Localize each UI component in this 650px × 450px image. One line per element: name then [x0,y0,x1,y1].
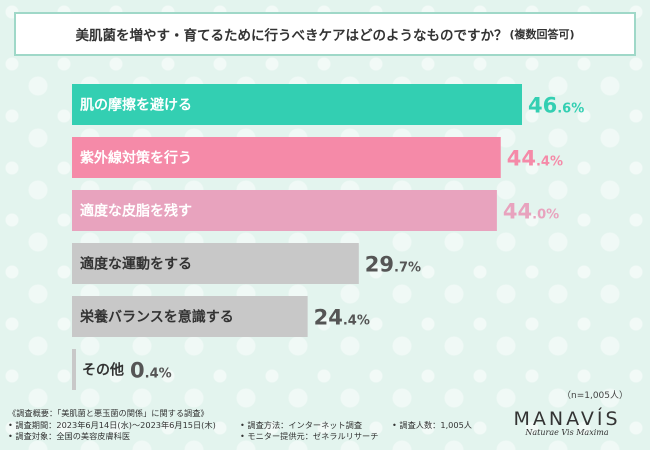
title-note: (複数回答可) [509,28,575,41]
bar-label-3: 適度な運動をする [80,256,192,273]
value-label-1: 44.4% [507,147,563,171]
value-label-2: 44.0% [503,200,559,224]
footer-col-3: • 調査人数：1,005人 [392,420,472,432]
footer-line: • 調査人数：1,005人 [392,419,472,430]
footer-line: • 調査対象：全国の美容皮膚科医 [8,431,131,441]
bar-5 [72,349,76,390]
logo-brand: MANAVÍS [513,408,621,430]
bar-0 [72,84,522,125]
bar-chart: 肌の摩擦を避ける 46.6% 紫外線対策を行う 44.4% 適度な皮脂を残す 44.0% 適… [72,84,584,390]
bar-3 [72,243,359,284]
footer-line: • モニター提供元：ゼネラルリサーチ [240,431,379,441]
footer-line: 《調査概要：「美肌菌と悪玉菌の関係」に関する調査》 [8,408,209,418]
bar-label-2: 適度な皮脂を残す [80,203,192,220]
brand-logo: MANAVÍS Naturae Vis Maxima [492,408,642,437]
bar-2 [72,190,497,231]
value-label-0: 46.6% [528,94,584,118]
bar-4 [72,296,308,337]
footer-col-1: 《調査概要：「美肌菌と悪玉菌の関係」に関する調査》 • 調査期間：2023年6月… [8,408,216,443]
footer-line: • 調査方法：インターネット調査 [240,419,363,430]
bar-label-0: 肌の摩擦を避ける [80,97,192,114]
footer-col-2: • 調査方法：インターネット調査 • モニター提供元：ゼネラルリサーチ [240,420,378,443]
bar-label-4: 栄養バランスを意識する [79,309,234,326]
bar-1 [72,137,501,178]
value-label-3: 29.7% [365,253,421,277]
logo-tagline: Naturae Vis Maxima [525,428,609,437]
bar-label-1: 紫外線対策を行う [80,150,192,167]
chart-title: 美肌菌を増やす・育てるために行うべきケアはどのようなものですか？ (複数回答可) [14,12,636,56]
value-label-5: 0.4% [130,359,172,383]
title-text: 美肌菌を増やす・育てるために行うべきケアはどのようなものですか？ [75,28,508,44]
footer-line: • 調査期間：2023年6月14日(水)～2023年6月15日(木) [8,419,216,430]
bar-label-5: その他 [82,362,124,379]
value-label-4: 24.4% [314,306,370,330]
sample-size: （n=1,005人） [561,391,628,401]
